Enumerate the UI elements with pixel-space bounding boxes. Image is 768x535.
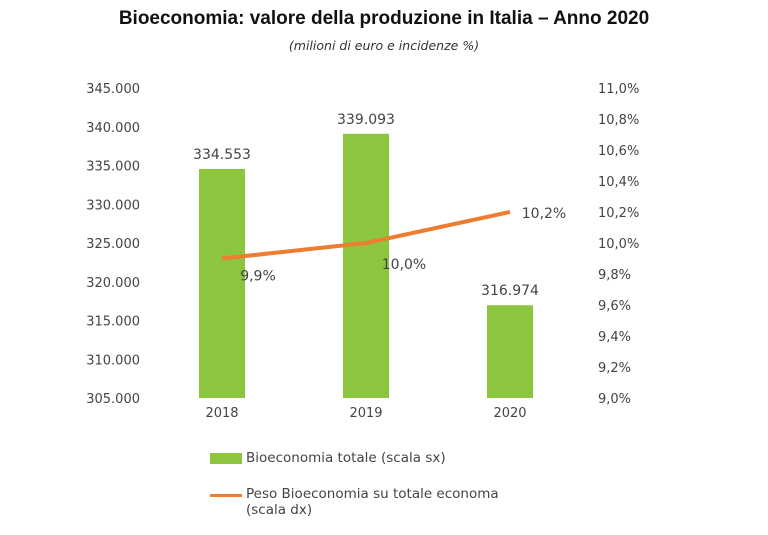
left-axis-tick: 315.000 <box>86 315 140 330</box>
bar-data-label: 339.093 <box>337 112 395 128</box>
bar-data-label: 316.974 <box>481 283 539 299</box>
left-axis-tick: 340.000 <box>86 121 140 136</box>
x-axis-tick: 2020 <box>493 406 526 421</box>
x-axis-tick: 2019 <box>349 406 382 421</box>
right-axis-tick: 10,0% <box>598 237 639 252</box>
line-data-label: 10,2% <box>522 206 566 222</box>
left-axis-tick: 330.000 <box>86 198 140 213</box>
legend-label: Bioeconomia totale (scala sx) <box>246 450 446 466</box>
right-axis-tick: 11,0% <box>598 82 639 97</box>
left-axis-tick: 320.000 <box>86 276 140 291</box>
legend-item-line: Peso Bioeconomia su totale economa (scala… <box>210 486 499 518</box>
x-axis-tick: 2018 <box>205 406 238 421</box>
legend-swatch-green <box>210 453 242 464</box>
right-axis-tick: 10,8% <box>598 113 639 128</box>
bar-2019 <box>343 133 389 399</box>
left-axis-tick: 325.000 <box>86 237 140 252</box>
left-axis-tick: 305.000 <box>86 392 140 407</box>
right-axis-tick: 9,6% <box>598 299 631 314</box>
left-axis-tick: 345.000 <box>86 82 140 97</box>
right-axis-tick: 10,4% <box>598 175 639 190</box>
chart-title: Bioeconomia: valore della produzione in … <box>118 8 650 29</box>
right-axis-tick: 9,8% <box>598 268 631 283</box>
legend-label-line2: (scala dx) <box>246 502 313 518</box>
right-axis-tick: 9,0% <box>598 392 631 407</box>
right-axis-tick: 9,2% <box>598 361 631 376</box>
left-axis-tick: 310.000 <box>86 353 140 368</box>
chart-plot: 305.000 310.000 315.000 320.000 325.000 330.0… <box>86 82 639 421</box>
legend-label: Peso Bioeconomia su totale economa (scala… <box>246 486 499 518</box>
chart-subtitle: (milioni di euro e incidenze %) <box>288 38 480 53</box>
right-axis-tick: 10,2% <box>598 206 639 221</box>
right-axis-tick: 9,4% <box>598 330 631 345</box>
legend-label-line1: Peso Bioeconomia su totale economa <box>246 486 499 502</box>
bar-data-label: 334.553 <box>193 147 251 163</box>
legend-item-bar: Bioeconomia totale (scala sx) <box>210 450 446 466</box>
right-axis-tick: 10,6% <box>598 144 639 159</box>
left-axis-tick: 335.000 <box>86 160 140 175</box>
bar-2018 <box>199 168 245 398</box>
legend-swatch-orange <box>210 494 242 497</box>
bar-2020 <box>487 305 533 398</box>
line-data-label: 9,9% <box>240 269 276 285</box>
line-data-label: 10,0% <box>382 257 426 273</box>
